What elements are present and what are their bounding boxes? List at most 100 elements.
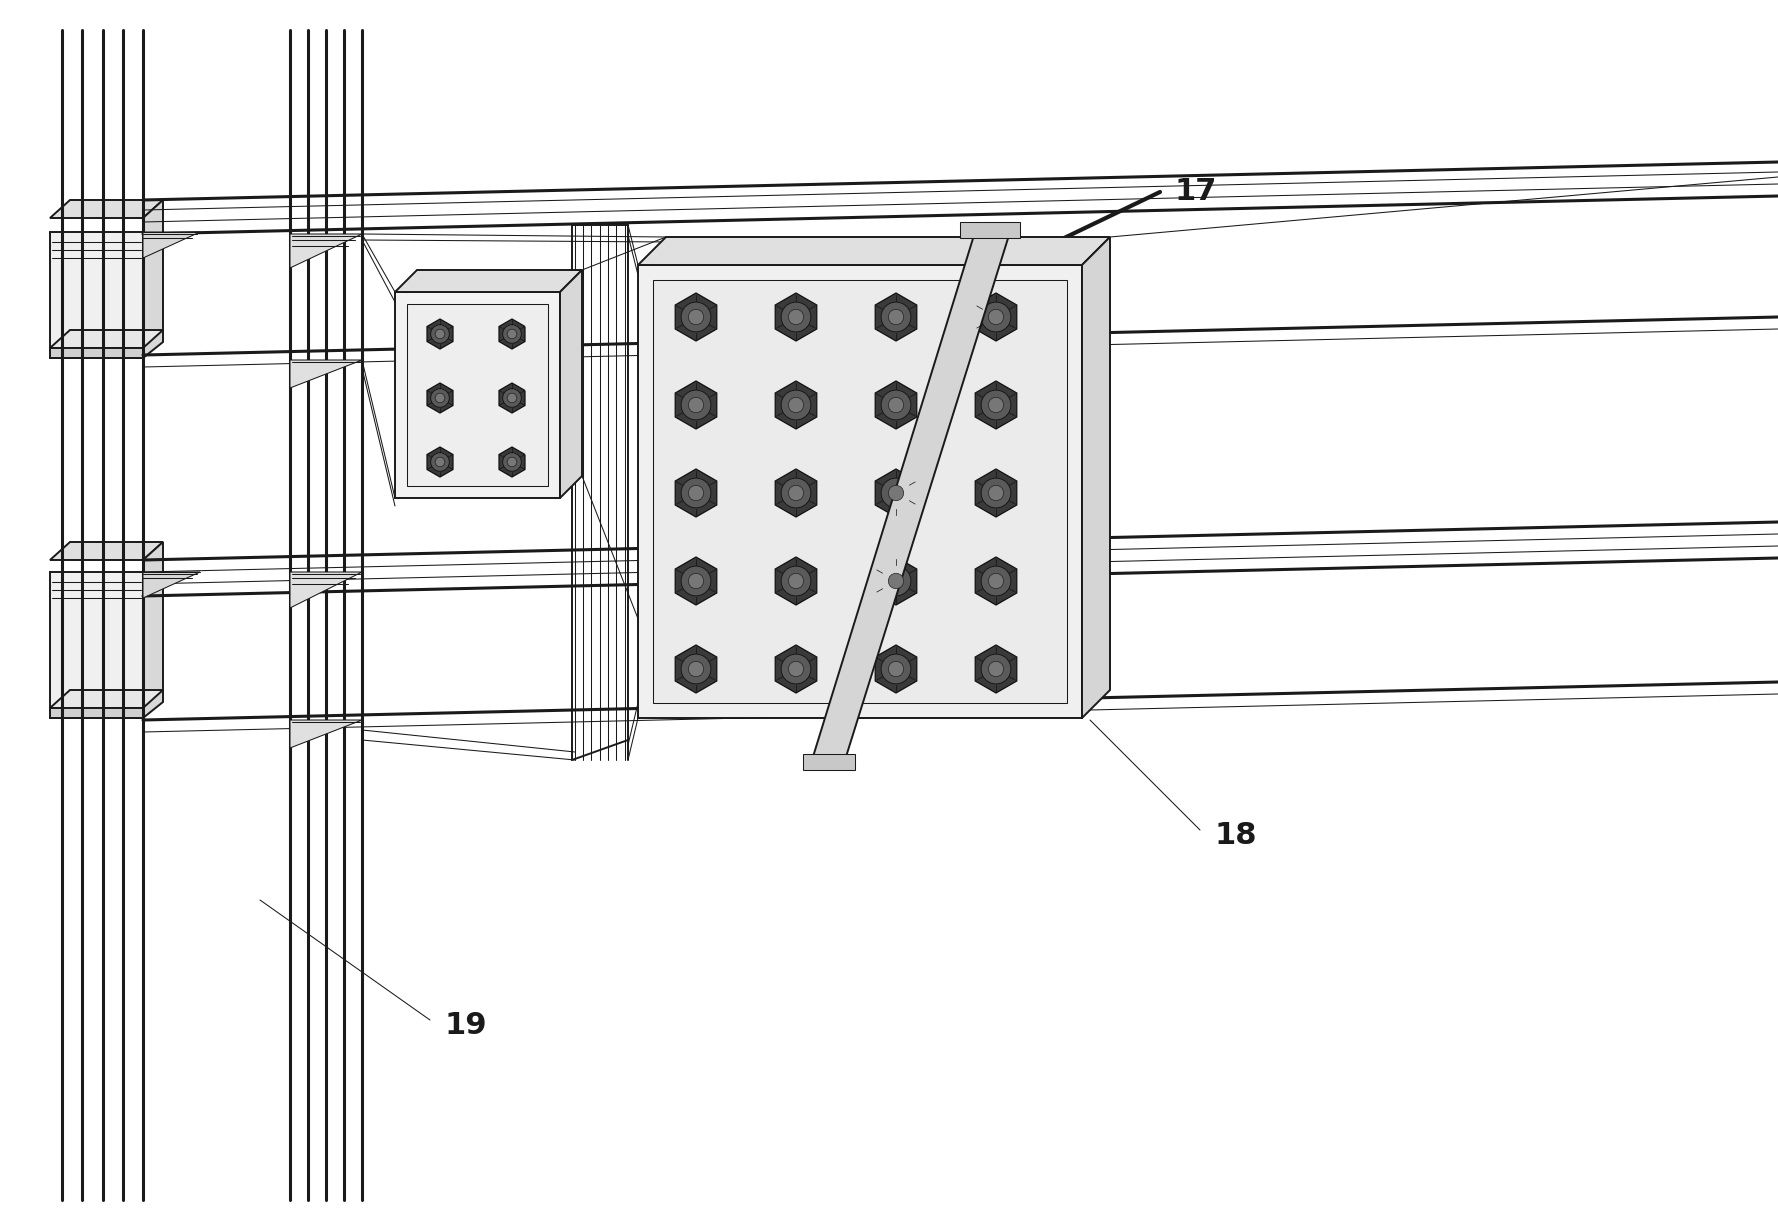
Circle shape [688,309,704,325]
Polygon shape [676,646,717,692]
Polygon shape [875,646,917,692]
Circle shape [430,389,450,408]
Circle shape [981,654,1012,684]
Circle shape [436,457,444,467]
Polygon shape [974,646,1017,692]
Circle shape [681,391,711,420]
Polygon shape [775,293,816,341]
Circle shape [882,654,910,684]
Circle shape [681,478,711,508]
Polygon shape [638,265,1083,718]
Circle shape [989,485,1003,500]
Polygon shape [875,381,917,429]
Polygon shape [427,319,453,349]
Circle shape [503,389,521,408]
Circle shape [889,573,903,589]
Polygon shape [775,557,816,605]
Circle shape [788,662,804,676]
Circle shape [688,573,704,589]
Circle shape [882,478,910,508]
Polygon shape [676,557,717,605]
Polygon shape [500,447,525,477]
Circle shape [781,391,811,420]
Circle shape [507,393,517,403]
Polygon shape [676,293,717,341]
Polygon shape [875,557,917,605]
Circle shape [788,309,804,325]
Polygon shape [50,542,164,561]
Circle shape [781,302,811,331]
Circle shape [989,309,1003,325]
Polygon shape [500,383,525,413]
Polygon shape [50,330,164,347]
Polygon shape [290,572,363,609]
Polygon shape [50,690,164,708]
Polygon shape [653,280,1067,703]
Circle shape [436,393,444,403]
Circle shape [688,485,704,500]
Polygon shape [974,469,1017,517]
Circle shape [430,452,450,472]
Circle shape [981,478,1012,508]
Circle shape [503,325,521,344]
Polygon shape [290,719,363,748]
Polygon shape [50,347,142,359]
Circle shape [507,457,517,467]
Polygon shape [676,381,717,429]
Polygon shape [142,542,164,718]
Circle shape [989,662,1003,676]
Circle shape [788,573,804,589]
Polygon shape [395,292,560,498]
Polygon shape [560,270,581,498]
Polygon shape [142,572,199,598]
Polygon shape [638,237,1109,265]
Circle shape [688,662,704,676]
Polygon shape [142,200,164,359]
Polygon shape [1083,237,1109,718]
Circle shape [503,452,521,472]
Circle shape [882,391,910,420]
Circle shape [688,397,704,413]
Polygon shape [974,381,1017,429]
Circle shape [981,391,1012,420]
Circle shape [889,309,903,325]
Circle shape [430,325,450,344]
Polygon shape [395,270,581,292]
Text: 18: 18 [1214,821,1257,850]
Circle shape [681,567,711,596]
Polygon shape [500,319,525,349]
Polygon shape [775,381,816,429]
Polygon shape [804,754,855,770]
Polygon shape [974,557,1017,605]
Polygon shape [407,304,548,485]
Circle shape [788,485,804,500]
Polygon shape [875,469,917,517]
Circle shape [989,397,1003,413]
Polygon shape [775,469,816,517]
Circle shape [681,654,711,684]
Circle shape [889,662,903,676]
Text: 19: 19 [444,1010,487,1040]
Polygon shape [50,200,164,218]
Polygon shape [427,447,453,477]
Polygon shape [676,469,717,517]
Circle shape [781,654,811,684]
Text: 17: 17 [1175,177,1218,207]
Polygon shape [290,234,363,269]
Circle shape [681,302,711,331]
Circle shape [882,302,910,331]
Polygon shape [290,360,363,388]
Circle shape [507,329,517,339]
Polygon shape [775,646,816,692]
Polygon shape [50,572,142,718]
Circle shape [889,397,903,413]
Circle shape [781,478,811,508]
Circle shape [882,567,910,596]
Circle shape [989,573,1003,589]
Circle shape [981,302,1012,331]
Circle shape [889,485,903,500]
Polygon shape [50,232,142,359]
Circle shape [781,567,811,596]
Polygon shape [142,232,199,257]
Polygon shape [974,293,1017,341]
